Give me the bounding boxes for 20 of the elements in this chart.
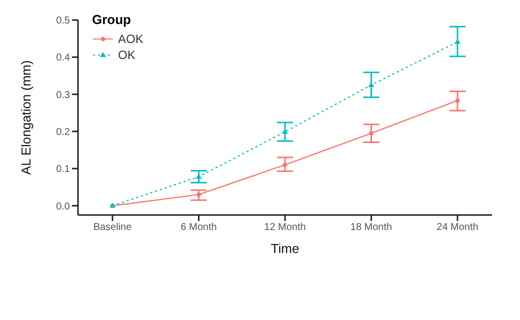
point xyxy=(455,98,460,103)
x-tick-label: 18 Month xyxy=(350,222,392,234)
legend-label: OK xyxy=(118,48,136,62)
point xyxy=(282,162,288,168)
point xyxy=(369,131,374,136)
y-tick-label: 0.4 xyxy=(56,52,70,64)
x-tick-label: 12 Month xyxy=(264,222,306,234)
y-tick-label: 0.2 xyxy=(56,126,70,138)
x-tick-label: Baseline xyxy=(93,222,132,234)
x-axis-title: Time xyxy=(270,241,300,256)
y-tick-label: 0.5 xyxy=(56,16,70,27)
x-tick-label: 24 Month xyxy=(436,222,478,234)
y-tick-label: 0.3 xyxy=(56,90,70,101)
y-tick-label: 0.0 xyxy=(56,201,70,212)
y-axis-title: AL Elongation (mm) xyxy=(18,60,34,175)
legend-label: AOK xyxy=(118,32,144,46)
legend-title: Group xyxy=(92,12,132,27)
x-tick-label: 6 Month xyxy=(180,222,217,234)
y-tick-label: 0.1 xyxy=(56,164,70,176)
point xyxy=(196,192,201,197)
